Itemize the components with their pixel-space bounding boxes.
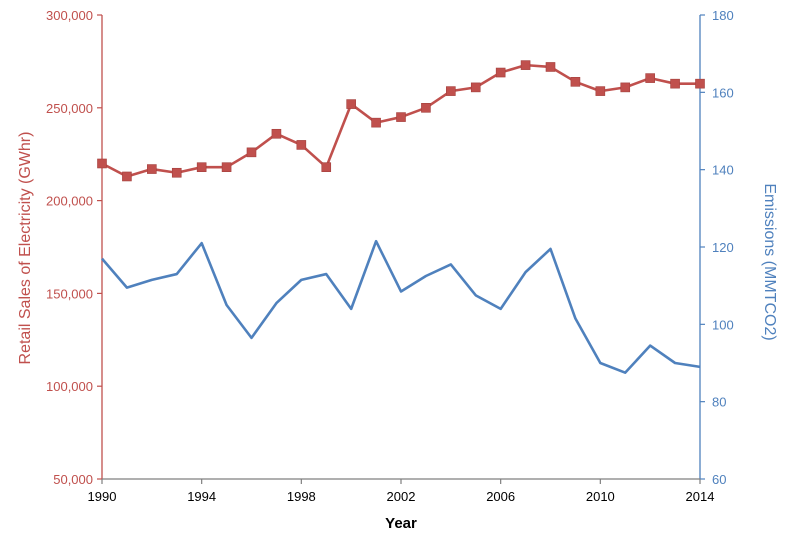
right-tick-label: 80: [712, 395, 726, 410]
retail-sales-point: [196, 162, 207, 172]
left-tick-label: 200,000: [46, 194, 93, 209]
x-tick-label: 1994: [187, 489, 216, 504]
retail-sales-point: [371, 117, 381, 128]
x-axis-ticks: 1990 1994 1998 2002 2006 2010 2014: [88, 479, 715, 504]
x-tick-label: 1998: [287, 489, 316, 504]
retail-sales-point: [97, 158, 107, 169]
x-tick-label: 2006: [486, 489, 515, 504]
left-y-axis-title: Retail Sales of Electricity (GWhr): [17, 132, 34, 365]
retail-sales-point: [495, 67, 506, 78]
retail-sales-point: [396, 112, 406, 122]
x-tick-label: 2014: [686, 489, 715, 504]
retail-sales-point: [545, 62, 556, 72]
right-y-axis-ticks: 60 80 100 120 140 160 180: [700, 8, 734, 487]
retail-sales-point: [271, 128, 282, 139]
emissions-line: [101, 239, 701, 374]
left-tick-label: 50,000: [53, 472, 93, 487]
right-tick-label: 140: [712, 163, 734, 178]
right-tick-label: 120: [712, 240, 734, 255]
right-tick-label: 100: [712, 317, 734, 332]
left-tick-label: 100,000: [46, 379, 93, 394]
retail-sales-point: [122, 171, 132, 182]
retail-sales-point: [147, 164, 157, 174]
left-tick-label: 150,000: [46, 286, 93, 301]
retail-sales-point: [446, 86, 456, 96]
retail-sales-point: [670, 78, 680, 89]
right-tick-label: 160: [712, 85, 734, 100]
retail-sales-point: [695, 78, 705, 89]
x-tick-label: 1990: [88, 489, 117, 504]
retail-sales-point: [421, 103, 431, 113]
x-axis-title: Year: [385, 515, 417, 532]
x-tick-label: 2002: [387, 489, 416, 504]
left-y-axis-ticks: 50,000 100,000 150,000 200,000 250,000 300,00…: [46, 8, 102, 487]
retail-sales-point: [296, 140, 307, 150]
right-tick-label: 180: [712, 8, 734, 23]
left-tick-label: 300,000: [46, 8, 93, 23]
retail-sales-point: [221, 162, 232, 172]
right-y-axis-title: Emissions (MMTCO2): [761, 183, 778, 340]
retail-sales-point: [570, 77, 581, 87]
retail-sales-point: [346, 99, 356, 109]
retail-sales-point: [321, 162, 332, 172]
retail-sales-point: [595, 86, 606, 96]
right-tick-label: 60: [712, 472, 726, 487]
x-tick-label: 2010: [586, 489, 615, 504]
retail-sales-point: [246, 147, 257, 158]
series-layer: [97, 60, 705, 374]
retail-sales-point: [645, 73, 655, 83]
retail-sales-point: [520, 60, 531, 70]
retail-sales-point: [470, 82, 481, 93]
retail-sales-point: [171, 167, 182, 178]
left-tick-label: 250,000: [46, 101, 93, 116]
retail-sales-point: [620, 82, 631, 93]
